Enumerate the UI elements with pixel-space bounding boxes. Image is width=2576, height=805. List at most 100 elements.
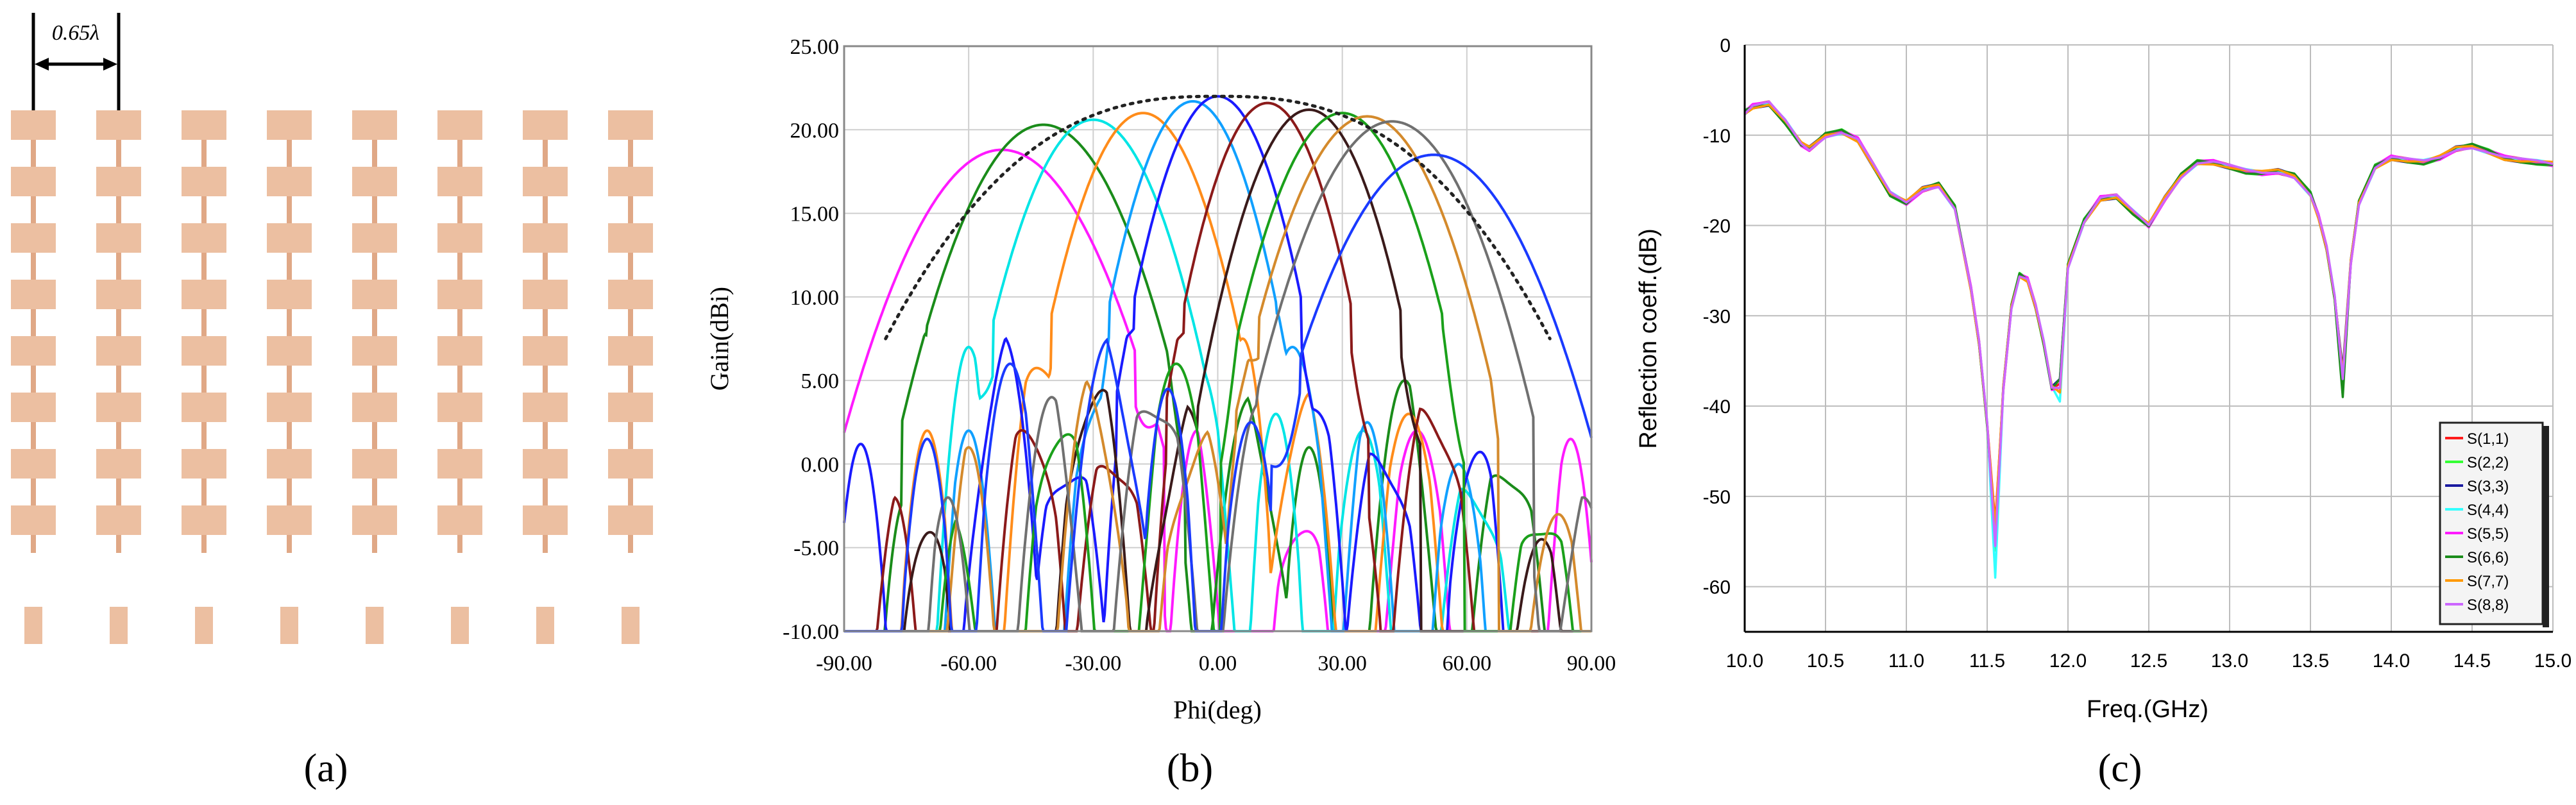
feed-port (451, 607, 469, 644)
patch-element (182, 223, 226, 253)
patch-element (11, 223, 56, 253)
c-legend-label: S(7,7) (2467, 573, 2509, 590)
c-y-tick-label: -30 (1703, 306, 1731, 327)
patch-element (608, 336, 653, 366)
c-x-tick-label: 14.5 (2453, 650, 2491, 672)
c-legend-label: S(6,6) (2467, 549, 2509, 566)
c-legend: S(1,1) S(2,2) S(3,3) S(4,4) S(5,5) S(6,6) S(7,… (2439, 421, 2549, 627)
patch-element (96, 336, 141, 366)
patch-element (437, 223, 482, 253)
patch-element (11, 449, 56, 479)
c-x-tick-label: 11.5 (1969, 650, 2005, 672)
patch-element (352, 280, 397, 309)
patch-element (437, 167, 482, 196)
c-x-tick-label: 10.5 (1807, 650, 1844, 672)
c-ylabel: Reflection coeff.(dB) (1635, 228, 1662, 449)
b-envelope-line (884, 94, 1552, 341)
patch-element (11, 505, 56, 535)
patch-element (523, 449, 568, 479)
c-x-tick-label: 12.5 (2130, 650, 2167, 672)
array-column (182, 110, 226, 644)
array-column (96, 110, 141, 644)
patch-element (96, 167, 141, 196)
patch-element (352, 393, 397, 422)
c-gridlines (1745, 44, 2554, 632)
b-x-tick-label: 60.00 (1443, 652, 1492, 675)
array-elements (11, 110, 653, 644)
patch-element (523, 393, 568, 422)
patch-element (182, 110, 226, 140)
patch-element (352, 223, 397, 253)
b-x-tick-label: -60.00 (940, 652, 997, 675)
patch-element (182, 505, 226, 535)
caption-b: (b) (1167, 747, 1213, 790)
c-y-tick-labels: 0 -10 -20 -30 -40 -50 -60 (1703, 35, 1731, 598)
b-y-tick-label: -10.00 (783, 620, 839, 644)
b-x-tick-label: 90.00 (1567, 652, 1616, 675)
c-legend-label: S(8,8) (2467, 597, 2509, 614)
feed-port (280, 607, 298, 644)
c-legend-label: S(1,1) (2467, 430, 2509, 448)
c-y-tick-label: -60 (1703, 577, 1731, 598)
patch-element (11, 110, 56, 140)
c-legend-items: S(1,1) S(2,2) S(3,3) S(4,4) S(5,5) S(6,6) S(7,… (2445, 430, 2509, 614)
panel-c-reflection-chart: 10.0 10.5 11.0 11.5 12.0 12.5 13.0 13.5 14.0 14.5… (1635, 35, 2572, 790)
c-legend-label: S(2,2) (2467, 454, 2509, 471)
patch-element (267, 167, 312, 196)
b-y-tick-label: 5.00 (801, 369, 840, 393)
patch-element (352, 449, 397, 479)
patch-element (608, 280, 653, 309)
b-y-tick-label: 20.00 (790, 119, 840, 142)
panel-a-antenna-array: 0.65λ (a) (11, 13, 653, 790)
patch-element (437, 505, 482, 535)
patch-element (267, 505, 312, 535)
patch-element (437, 110, 482, 140)
b-y-tick-label: 25.00 (790, 35, 840, 59)
patch-element (608, 167, 653, 196)
caption-c: (c) (2098, 747, 2142, 790)
b-y-tick-labels: -10.00 -5.00 0.00 5.00 10.00 15.00 20.00 25.00 (783, 35, 839, 644)
c-x-tick-label: 12.0 (2049, 650, 2087, 672)
patch-element (182, 167, 226, 196)
patch-element (437, 336, 482, 366)
c-y-tick-label: -50 (1703, 487, 1731, 508)
c-y-tick-label: -40 (1703, 396, 1731, 418)
patch-element (352, 336, 397, 366)
patch-element (182, 449, 226, 479)
patch-element (523, 223, 568, 253)
patch-element (437, 393, 482, 422)
b-y-tick-label: 0.00 (801, 453, 840, 477)
c-x-tick-label: 15.0 (2534, 650, 2572, 672)
patch-element (437, 280, 482, 309)
c-y-tick-label: 0 (1720, 35, 1731, 56)
feed-port (622, 607, 640, 644)
patch-element (96, 223, 141, 253)
c-x-tick-label: 14.0 (2373, 650, 2410, 672)
array-column (437, 110, 482, 644)
b-ylabel: Gain(dBi) (705, 287, 734, 391)
array-column (608, 110, 653, 644)
array-column (523, 110, 568, 644)
patch-element (608, 449, 653, 479)
b-plot-frame (843, 45, 1593, 632)
b-y-tick-label: 15.00 (790, 203, 840, 226)
c-legend-label: S(4,4) (2467, 502, 2509, 519)
patch-element (96, 505, 141, 535)
b-x-tick-labels: -90.00 -60.00 -30.00 0.00 30.00 60.00 90.00 (816, 652, 1616, 675)
c-xlabel: Freq.(GHz) (2087, 696, 2208, 723)
patch-element (11, 167, 56, 196)
feed-port (110, 607, 128, 644)
patch-element (11, 336, 56, 366)
feed-port (366, 607, 384, 644)
patch-element (523, 167, 568, 196)
c-series-group (1743, 100, 2554, 579)
b-x-tick-label: 0.00 (1199, 652, 1237, 675)
patch-element (267, 110, 312, 140)
array-column (11, 110, 56, 644)
dimension-arrowhead-left (35, 58, 49, 71)
patch-element (523, 110, 568, 140)
c-x-tick-label: 13.5 (2292, 650, 2329, 672)
patch-element (96, 110, 141, 140)
patch-element (11, 393, 56, 422)
b-x-tick-label: -30.00 (1065, 652, 1121, 675)
